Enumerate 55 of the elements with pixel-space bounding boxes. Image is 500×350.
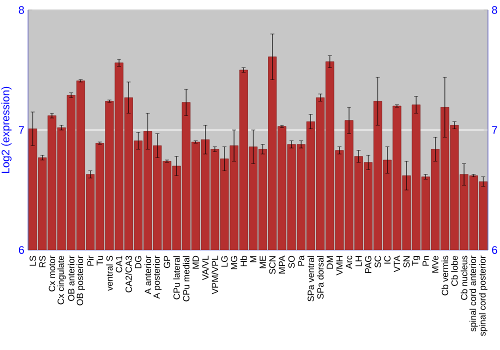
x-tick-label: Cb lobe [451,256,458,286]
x-tick-label: ME [260,256,266,268]
x-tick-label: DG [135,256,142,268]
x-tick-label: PAG [365,256,372,273]
x-tick-label: VTA [394,255,400,272]
x-tick-label: MD [192,256,199,269]
x-tick-label: Arc [346,256,352,269]
x-tick-label: A anterior [144,256,152,294]
x-tick-label: MG [230,256,238,270]
x-tick-label: Cx cingulate [57,256,66,304]
x-tick-label: Pir [87,256,94,266]
x-tick-label: spinal cord anterior [469,256,478,332]
y-tick-label: 8 [18,6,24,14]
x-tick-label: CA1 [116,256,122,272]
x-tick-label: Pn [422,256,429,266]
x-tick-label: M [250,256,256,262]
x-tick-label: A posterior [153,256,162,299]
x-tick-label: SPa dorsal [316,256,324,299]
x-tick-label: Hb [240,256,247,266]
x-tick-label: OB posterior [76,256,85,306]
x-tick-label: MPA [278,255,286,274]
y-tick-label: 6 [18,246,24,254]
x-tick-label: OB anterior [68,256,74,301]
x-tick-label: GP [164,256,170,268]
x-tick-label: Cb vermis [442,256,448,296]
x-tick-label: Tg [412,256,420,266]
x-tick-label: Cx motor [48,256,56,292]
x-tick-label: IC [384,256,391,264]
x-tick-label: Cb nucleus [460,256,468,300]
x-tick-label: SN [403,256,410,268]
x-tick-label: LH [356,256,362,266]
x-tick-label: ventral S [106,256,113,291]
y2-tick-label: 8 [492,6,498,14]
x-tick-label: spinal cord posterior [479,256,488,336]
x-tick-label: VMH [336,256,343,276]
y-axis-title: Log2 (expression) [1,86,12,173]
x-tick-label: LG [221,256,228,267]
x-tick-label: SC [374,256,381,268]
x-tick-label: VPM/VPL [212,256,218,294]
x-tick-label: Tu [96,256,104,266]
x-tick-label: CPu lateral [173,256,180,300]
x-tick-label: CA2/CA3 [125,256,132,292]
x-tick-label: VA/VL [202,256,209,280]
x-tick-label: SO [288,256,295,268]
x-tick-label: RS [39,256,46,268]
x-tick-label: DM [326,256,333,269]
y2-tick-label: 7 [492,126,498,134]
y-tick-label: 7 [18,126,24,134]
x-tick-label: CPu medial [182,256,190,302]
x-tick-label: SCN [269,256,276,274]
x-tick-label: Pa [298,255,304,266]
x-tick-label: SPa ventral [307,256,314,302]
x-tick-label: MVe [432,256,438,273]
y2-tick-label: 6 [492,246,498,254]
x-tick-label: LS [30,256,36,266]
